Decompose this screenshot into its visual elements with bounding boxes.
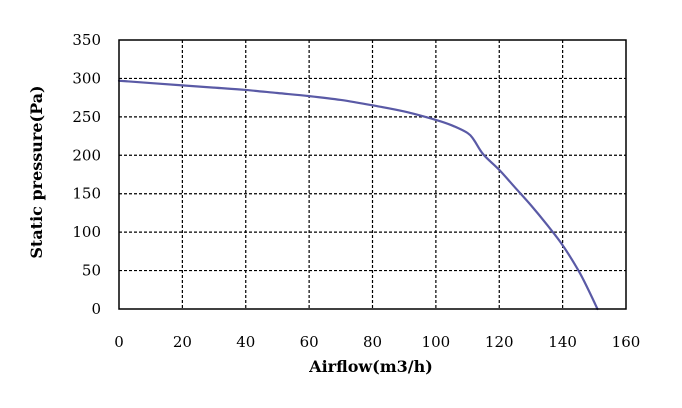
y-tick-label: 50 bbox=[82, 262, 101, 280]
x-tick-label: 20 bbox=[173, 333, 192, 351]
x-tick-label: 80 bbox=[363, 333, 382, 351]
x-tick-label: 60 bbox=[300, 333, 319, 351]
y-tick-label: 100 bbox=[72, 223, 101, 241]
x-axis-title: Airflow(m3/h) bbox=[308, 357, 433, 376]
plot-frame bbox=[118, 39, 627, 310]
series-line bbox=[117, 79, 599, 311]
x-tick-label: 0 bbox=[114, 333, 124, 351]
grid bbox=[119, 40, 626, 309]
y-tick-label: 250 bbox=[72, 108, 101, 126]
y-tick-label: 200 bbox=[72, 146, 101, 164]
axes bbox=[118, 39, 627, 310]
y-tick-labels: 0 50 100 150 200 250 300 350 bbox=[72, 31, 101, 318]
x-tick-label: 120 bbox=[485, 333, 514, 351]
y-tick-label: 300 bbox=[72, 69, 101, 87]
x-tick-label: 140 bbox=[548, 333, 577, 351]
series-layer bbox=[117, 79, 599, 311]
y-axis-title: Static pressure(Pa) bbox=[27, 85, 46, 258]
x-tick-labels: 0 20 40 60 80 100 120 140 160 bbox=[114, 333, 640, 351]
y-tick-label: 0 bbox=[91, 300, 101, 318]
y-tick-label: 350 bbox=[72, 31, 101, 49]
x-tick-label: 40 bbox=[236, 333, 255, 351]
y-tick-label: 150 bbox=[72, 185, 101, 203]
x-tick-label: 160 bbox=[612, 333, 641, 351]
x-tick-label: 100 bbox=[422, 333, 451, 351]
